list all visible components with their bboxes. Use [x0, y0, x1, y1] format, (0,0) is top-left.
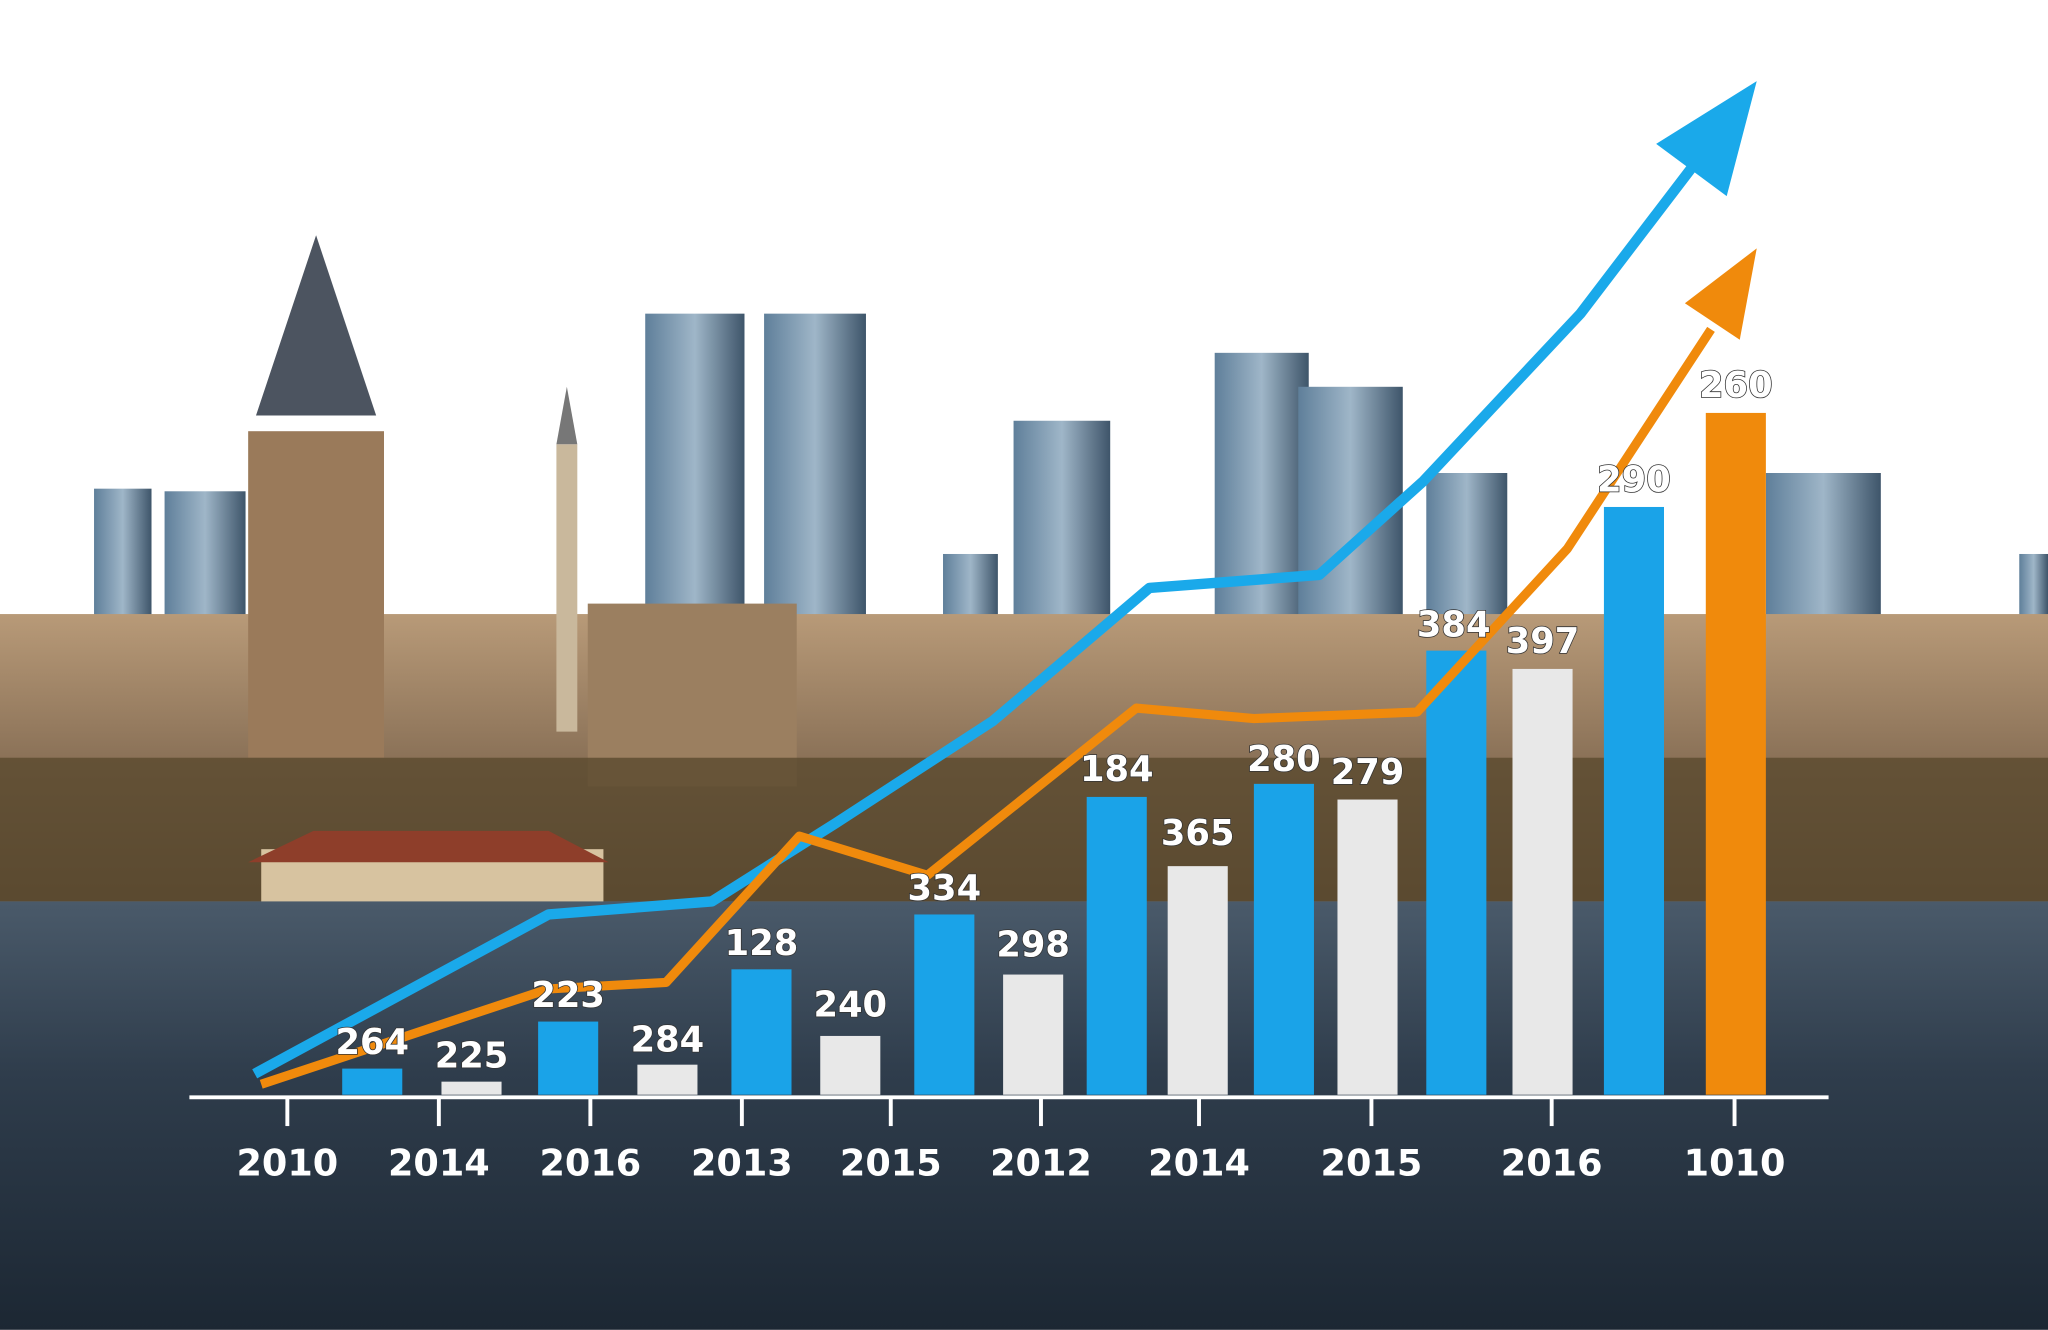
bar [1337, 799, 1398, 1095]
bar [914, 914, 975, 1095]
bar-label: 290 [1597, 459, 1671, 500]
bar-label: 264 [335, 1022, 409, 1063]
axis [189, 1095, 1829, 1127]
axis-label: 2010 [236, 1142, 338, 1185]
arrow-head [1656, 81, 1757, 197]
bars [342, 412, 1766, 1095]
bar-label: 365 [1161, 813, 1235, 854]
axis-label: 2015 [1321, 1142, 1423, 1185]
bar [1253, 783, 1314, 1095]
bar [1426, 650, 1487, 1095]
axis-label: 2016 [1501, 1142, 1603, 1185]
bar [342, 1068, 403, 1095]
bar-label: 397 [1506, 621, 1580, 662]
bar [1086, 796, 1147, 1095]
bar [637, 1064, 698, 1095]
bar-label: 280 [1247, 739, 1321, 780]
bar-label: 240 [813, 984, 887, 1025]
bar [441, 1081, 502, 1095]
bar-label: 279 [1331, 752, 1405, 793]
axis-label: 2012 [990, 1142, 1092, 1185]
bar [1705, 412, 1766, 1095]
bar-label: 260 [1699, 365, 1773, 406]
axis-label: 2015 [840, 1142, 942, 1185]
bar-label: 384 [1417, 604, 1491, 645]
bar [1003, 974, 1064, 1095]
bar-label: 298 [996, 924, 1070, 965]
bar [1167, 866, 1228, 1095]
axis-label: 1010 [1684, 1142, 1786, 1185]
bar [731, 969, 792, 1095]
bar-label: 184 [1080, 749, 1154, 790]
bar [1512, 668, 1573, 1095]
axis-label: 2016 [539, 1142, 641, 1185]
bar-label: 225 [435, 1035, 509, 1076]
bar [1603, 506, 1664, 1095]
axis-label: 2014 [1148, 1142, 1250, 1185]
bar [820, 1035, 881, 1095]
trend-line [252, 156, 1703, 1079]
trend-line [259, 326, 1715, 1089]
bar-label: 223 [531, 975, 605, 1016]
axis-label: 2014 [388, 1142, 490, 1185]
bar-label: 334 [908, 868, 982, 909]
bar-label: 284 [631, 1020, 705, 1061]
bar [538, 1021, 599, 1095]
bar-label: 128 [725, 923, 799, 964]
axis-label: 2013 [691, 1142, 793, 1185]
arrow-head [1684, 248, 1757, 340]
